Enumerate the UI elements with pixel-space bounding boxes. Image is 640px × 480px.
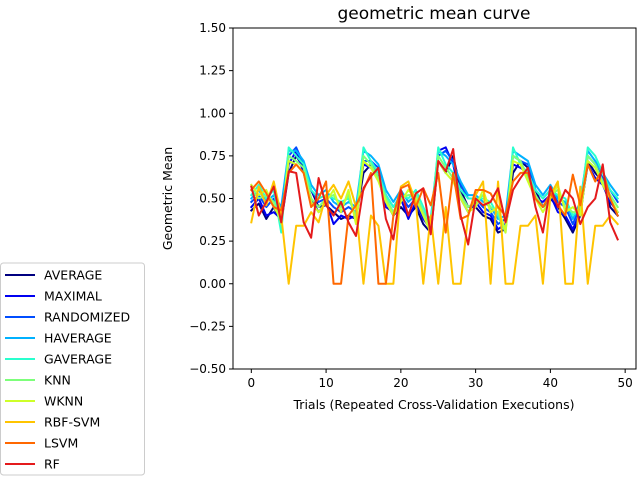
x-tick-label: 0 [247, 376, 255, 390]
axes-layer: 0 10 20 30 40 50 −0.50 −0.25 0.00 0.25 0.50 0.75 1.0… [189, 21, 637, 390]
legend-label-randomized: RANDOMIZED [44, 310, 130, 325]
y-tick-label: 0.00 [199, 277, 226, 291]
series-layer [249, 146, 620, 285]
legend-box [0, 262, 145, 476]
legend-label-haverage: HAVERAGE [44, 331, 112, 346]
series-line-rf [250, 148, 619, 246]
legend-label-gaverage: GAVERAGE [44, 352, 112, 367]
legend-label-maximal: MAXIMAL [44, 289, 102, 304]
y-tick-label: 0.25 [199, 234, 226, 248]
y-axis-label: Geometric Mean [160, 147, 175, 250]
y-tick-label: 0.50 [199, 192, 226, 206]
legend-label-lsvm: LSVM [44, 436, 78, 451]
legend-label-rf: RF [44, 457, 60, 472]
x-tick-label: 40 [543, 376, 558, 390]
y-tick-label: −0.25 [189, 319, 226, 333]
x-tick-label: 30 [468, 376, 483, 390]
legend-label-rbf-svm: RBF-SVM [44, 415, 100, 430]
chart-title: geometric mean curve [337, 4, 530, 24]
y-tick-label: 1.50 [199, 21, 226, 35]
legend-label-knn: KNN [44, 373, 71, 388]
x-axis-label: Trials (Repeated Cross-Validation Execut… [293, 397, 575, 412]
y-tick-label: 1.00 [199, 106, 226, 120]
x-tick-label: 50 [618, 376, 633, 390]
legend: AVERAGE MAXIMAL RANDOMIZED HAVERAGE GAVERAGE… [0, 262, 145, 476]
x-tick-label: 10 [318, 376, 333, 390]
legend-label-wknn: WKNN [44, 394, 83, 409]
x-tick-label: 20 [393, 376, 408, 390]
y-tick-label: 0.75 [199, 149, 226, 163]
y-tick-label: 1.25 [199, 64, 226, 78]
y-tick-label: −0.50 [189, 362, 226, 376]
series-line-rbf-svm [250, 180, 620, 285]
legend-label-average: AVERAGE [44, 268, 102, 283]
